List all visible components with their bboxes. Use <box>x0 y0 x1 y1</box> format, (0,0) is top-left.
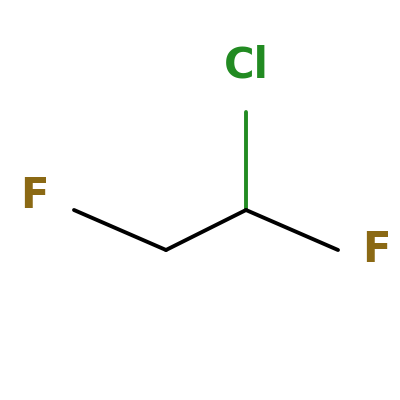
Text: F: F <box>20 175 48 217</box>
Text: Cl: Cl <box>224 45 268 87</box>
Text: F: F <box>362 229 390 271</box>
